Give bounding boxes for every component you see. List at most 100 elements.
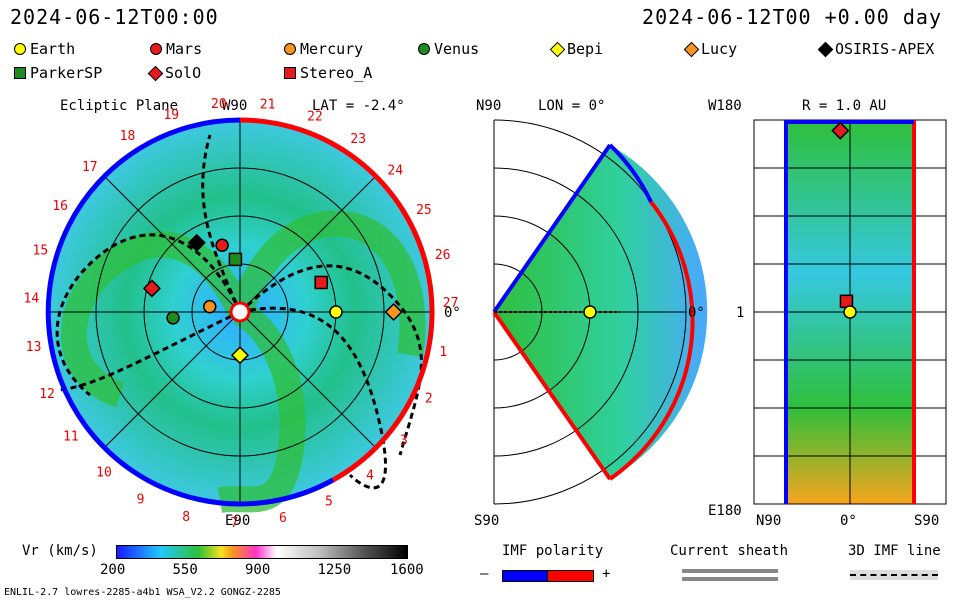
circle-icon: [150, 43, 162, 55]
carrington-tick-label: 6: [279, 511, 287, 526]
sheath-line-2: [682, 577, 778, 581]
object-solo: [142, 279, 161, 298]
legend-item: Lucy: [683, 40, 738, 58]
carrington-tick-label: 1: [439, 345, 447, 360]
legend-label: Lucy: [701, 40, 738, 58]
date-left: 2024-06-12T00:00: [10, 5, 219, 29]
current-sheath-label: Current sheath: [670, 543, 789, 559]
carrington-tick-label: 23: [350, 132, 366, 147]
carrington-tick-label: 13: [26, 340, 42, 355]
circle-icon: [284, 43, 296, 55]
carrington-tick-label: 26: [435, 248, 451, 263]
object-earth: [329, 305, 343, 319]
n90-bottom-label: N90: [756, 513, 781, 529]
imf-label: IMF polarity: [502, 543, 604, 559]
legend-label: Venus: [434, 40, 480, 58]
object-venus: [166, 311, 180, 325]
carrington-tick-label: 19: [163, 108, 179, 123]
footer-text: ENLIL-2.7 lowres-2285-a4b1 WSA_V2.2 GONG…: [4, 587, 281, 598]
latitude-label: LAT = -2.4°: [312, 98, 405, 114]
legend-item: Earth: [14, 40, 75, 58]
carrington-tick-label: 14: [24, 291, 40, 306]
diamond-icon: [817, 41, 834, 57]
zero-deg-label-2: 0°: [688, 305, 705, 321]
diamond-icon: [683, 41, 700, 57]
meridional-panel: N90 LON = 0° S90 0°: [474, 98, 708, 529]
zero-deg-label: 0°: [444, 305, 461, 321]
legend-item: Venus: [418, 40, 479, 58]
zero-deg-bottom-label: 0°: [840, 513, 857, 529]
s90-label: S90: [474, 513, 499, 529]
diamond-icon: [549, 41, 566, 57]
e180-label: E180: [708, 503, 742, 519]
colorbar-tick-label: 900: [245, 562, 271, 578]
carrington-tick-label: 22: [307, 110, 323, 125]
imf-line-sample: [850, 574, 938, 576]
carrington-tick-label: 11: [63, 429, 79, 444]
diamond-icon: [147, 65, 164, 81]
e90-label: E90: [225, 513, 250, 529]
legend-label: Mars: [166, 40, 203, 58]
w90-label: W90: [222, 98, 247, 114]
carrington-tick-label: 24: [387, 164, 403, 179]
legend-label: SolO: [165, 64, 202, 82]
legend-label: Earth: [30, 40, 76, 58]
legend-label: OSIRIS-APEX: [835, 40, 935, 58]
carrington-tick-label: 4: [366, 468, 374, 483]
object-lucy: [384, 302, 403, 322]
colorbar-tick-label: 200: [100, 562, 126, 578]
carrington-tick-label: 20: [211, 97, 227, 112]
carrington-tick-label: 5: [325, 495, 333, 510]
legend-item: OSIRIS-APEX: [817, 40, 935, 58]
object-earth: [583, 305, 597, 319]
carrington-tick-label: 8: [182, 510, 190, 525]
object-parkersp: [228, 252, 243, 267]
legend-label: ParkerSP: [30, 64, 103, 82]
carrington-tick-label: 27: [443, 296, 459, 311]
carrington-tick-label: 18: [120, 129, 136, 144]
carrington-tick-label: 15: [33, 243, 49, 258]
imf-positive-swatch: [547, 570, 594, 582]
object-osiris-apex: [187, 233, 206, 252]
object-mars: [215, 238, 229, 252]
s90-bottom-label: S90: [914, 513, 939, 529]
circle-icon: [418, 43, 430, 55]
radius-label: R = 1.0 AU: [802, 98, 886, 114]
carrington-tick-label: 25: [416, 203, 432, 218]
carrington-tick-label: 12: [39, 387, 55, 402]
sheath-line-1: [682, 569, 778, 573]
imf-plus: +: [602, 566, 611, 582]
legend-label: Mercury: [300, 40, 364, 58]
w180-label: W180: [708, 98, 742, 114]
colorbar-tick-label: 550: [172, 562, 198, 578]
square-icon: [284, 67, 296, 79]
circle-icon: [14, 43, 26, 55]
carrington-tick-label: 7: [231, 516, 239, 531]
imf-minus: –: [480, 566, 489, 582]
ecliptic-plane-panel: Ecliptic Plane LAT = -2.4° W90 E90 0° 20…: [24, 97, 461, 531]
object-solo: [831, 121, 850, 140]
latlon-panel: W180 R = 1.0 AU 1 E180 N90 0° S90: [708, 98, 947, 529]
ecliptic-title: Ecliptic Plane: [60, 98, 178, 114]
carrington-tick-label: 16: [52, 199, 68, 214]
date-right: 2024-06-12T00 +0.00 day: [642, 5, 942, 29]
legend-label: Stereo_A: [300, 64, 373, 82]
colorbar-tick-label: 1600: [390, 562, 424, 578]
colorbar-label: Vr (km/s): [22, 543, 98, 559]
one-label: 1: [736, 305, 744, 321]
object-bepi: [230, 346, 250, 365]
imf-line-label: 3D IMF line: [848, 543, 941, 559]
colorbar-tick-label: 1250: [317, 562, 352, 578]
colorbar: [116, 545, 408, 559]
carrington-tick-label: 3: [400, 433, 408, 448]
legend-item: Mercury: [284, 40, 363, 58]
carrington-tick-label: 9: [137, 493, 145, 508]
legend-item: Stereo_A: [284, 64, 372, 82]
imf-negative-swatch: [502, 570, 549, 582]
legend-item: ParkerSP: [14, 64, 102, 82]
longitude-label: LON = 0°: [538, 98, 605, 114]
legend-item: Bepi: [549, 40, 603, 58]
carrington-tick-label: 2: [425, 391, 433, 406]
carrington-tick-label: 10: [96, 465, 112, 480]
square-icon: [14, 67, 26, 79]
